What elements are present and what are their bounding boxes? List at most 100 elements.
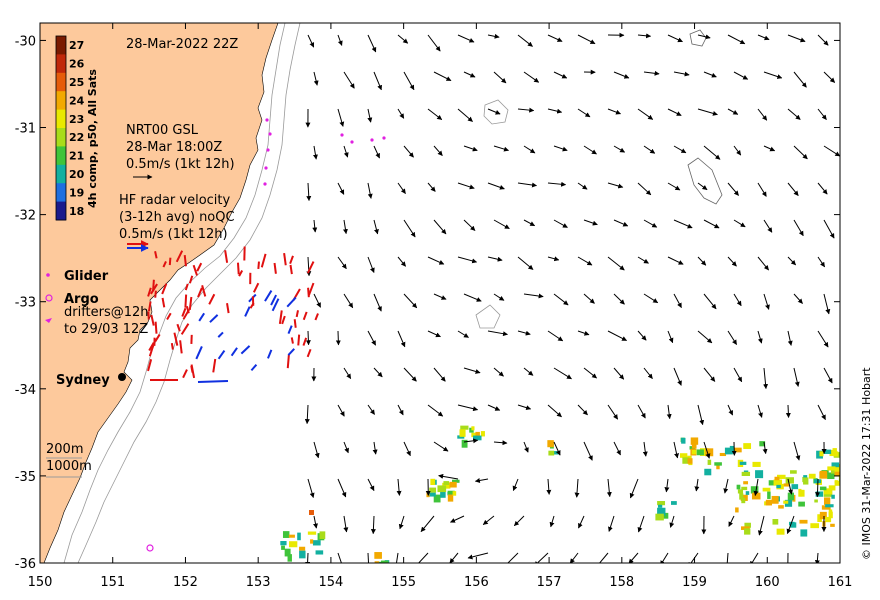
sst-pixel xyxy=(699,448,709,456)
sst-pixel xyxy=(808,473,816,479)
current-vector xyxy=(307,34,315,48)
current-vector xyxy=(673,367,682,386)
drifters-legend-line1: drifters@12h xyxy=(64,305,149,320)
radar-vector xyxy=(154,251,158,259)
sst-pixel xyxy=(743,481,749,485)
glider-marker xyxy=(266,148,270,152)
radar-vector xyxy=(188,296,193,310)
sst-pixel xyxy=(437,485,447,493)
sst-pixel xyxy=(707,459,712,465)
current-vector xyxy=(493,440,508,446)
plot-frame xyxy=(39,22,841,564)
sst-pixel xyxy=(778,505,784,509)
sst-pixel xyxy=(741,497,746,504)
current-vector xyxy=(817,182,828,195)
radar-vector xyxy=(179,340,183,354)
sst-pixel xyxy=(744,528,751,535)
current-vector xyxy=(546,478,552,495)
sst-pixel xyxy=(819,451,824,457)
sst-patches xyxy=(280,425,853,563)
current-vector xyxy=(457,34,475,43)
current-vector xyxy=(703,441,711,459)
isobath-200m xyxy=(63,23,286,563)
radar-vector xyxy=(168,257,172,266)
seamount-contour xyxy=(475,304,501,329)
current-vector xyxy=(337,256,347,270)
current-vector xyxy=(687,552,699,563)
radar-vector xyxy=(150,314,155,326)
current-vector xyxy=(629,478,639,499)
sst-pixel xyxy=(765,499,773,506)
colorbar-swatch xyxy=(56,91,66,111)
sst-pixel xyxy=(480,431,485,437)
current-vector xyxy=(697,404,705,426)
current-vector xyxy=(637,108,654,120)
radar-vector xyxy=(302,337,308,346)
radar-vector xyxy=(307,287,310,298)
radar-vector xyxy=(267,349,273,359)
current-vector xyxy=(703,293,717,310)
sst-pixel xyxy=(671,501,677,505)
current-vector xyxy=(403,145,414,158)
current-vector xyxy=(628,552,639,563)
radar-vector xyxy=(150,283,158,295)
radar-vector xyxy=(181,307,187,317)
sst-pixel xyxy=(831,494,835,499)
current-vector xyxy=(517,107,535,113)
sst-pixel xyxy=(682,457,690,464)
current-vector xyxy=(669,515,675,528)
current-vector xyxy=(463,145,478,152)
seamount-contour xyxy=(689,29,707,47)
current-vector xyxy=(313,515,318,529)
sst-pixel xyxy=(297,532,301,541)
sst-pixel xyxy=(827,466,836,471)
current-vector xyxy=(763,367,769,390)
current-vector xyxy=(643,145,656,154)
current-vector xyxy=(697,182,708,191)
current-vector xyxy=(463,293,482,302)
sst-pixel xyxy=(798,501,805,507)
radar-vector xyxy=(224,250,229,263)
radar-vector xyxy=(147,287,152,297)
current-vector xyxy=(793,367,800,387)
radar-vector xyxy=(195,346,203,360)
x-tick-label: 160 xyxy=(755,575,780,590)
current-vector xyxy=(487,330,508,337)
sst-pixel xyxy=(800,489,805,497)
x-tick-label: 161 xyxy=(828,575,853,590)
current-vector xyxy=(749,552,759,563)
radar-vector xyxy=(162,261,167,268)
sst-pixel xyxy=(447,490,455,495)
radar-vector xyxy=(176,323,181,332)
radar-vector xyxy=(212,358,217,373)
current-vector xyxy=(427,404,444,417)
current-vector xyxy=(403,219,416,238)
drifter-legend-marker xyxy=(45,318,52,323)
current-vector xyxy=(727,256,737,267)
glider-marker xyxy=(382,136,386,140)
current-vector xyxy=(547,108,563,114)
current-vector xyxy=(523,219,536,227)
radar-vector xyxy=(289,264,293,275)
current-vector xyxy=(427,330,441,338)
colorbar-tick-label: 27 xyxy=(69,39,84,52)
radar-vector xyxy=(166,312,172,320)
radar-vector xyxy=(197,287,203,298)
current-vector xyxy=(403,441,411,457)
radar-vector xyxy=(154,321,158,334)
colorbar-swatch xyxy=(56,36,66,55)
sst-pixel xyxy=(830,523,835,527)
x-tick-label: 152 xyxy=(173,575,198,590)
sst-pixel xyxy=(299,546,306,551)
current-vector xyxy=(433,219,447,235)
current-vector xyxy=(728,515,735,527)
current-vector xyxy=(395,552,399,563)
sst-pixel xyxy=(762,487,771,492)
sst-pixel xyxy=(825,516,832,523)
radar-vector xyxy=(260,253,267,268)
current-vector xyxy=(583,441,593,461)
radar-vector xyxy=(240,345,251,355)
current-vector xyxy=(793,293,803,304)
colorbar-swatch xyxy=(56,109,66,129)
sst-pixel xyxy=(849,506,853,512)
